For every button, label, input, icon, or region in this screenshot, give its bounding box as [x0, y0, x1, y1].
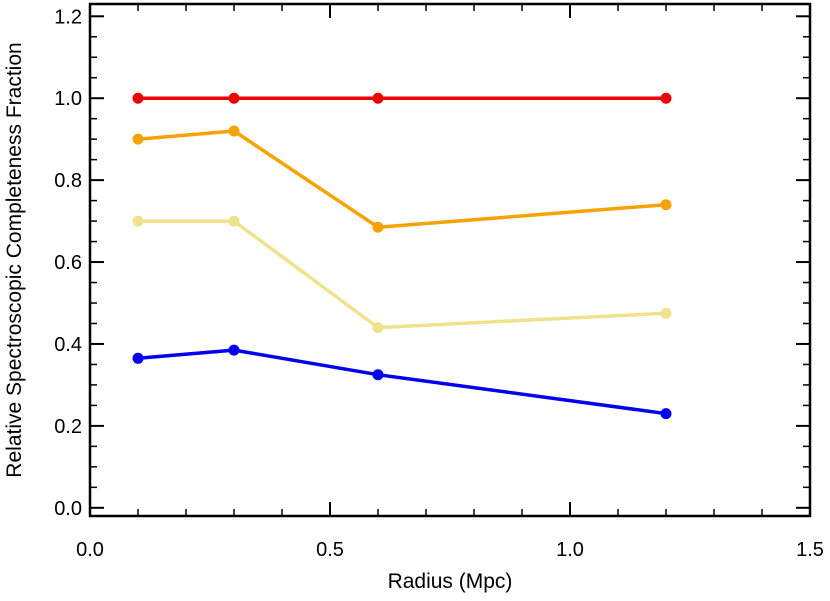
- data-point: [132, 352, 144, 364]
- y-axis-title: Relative Spectroscopic Completeness Frac…: [3, 42, 26, 477]
- series-1: [132, 92, 672, 104]
- x-tick-label: 0.5: [316, 539, 344, 561]
- data-point: [372, 322, 384, 334]
- data-point: [660, 408, 672, 420]
- x-tick-label: 0.0: [76, 539, 104, 561]
- data-point: [132, 92, 144, 104]
- data-point: [132, 215, 144, 227]
- y-tick-label: 0.8: [54, 170, 82, 192]
- data-point: [660, 307, 672, 319]
- series-3: [132, 215, 672, 334]
- series-2: [132, 125, 672, 233]
- data-point: [228, 215, 240, 227]
- y-tick-label: 0.2: [54, 416, 82, 438]
- series-line: [137, 129, 667, 229]
- series-4: [132, 344, 672, 420]
- x-tick-label: 1.0: [556, 539, 584, 561]
- data-point: [228, 125, 240, 137]
- axis-tick-labels: 0.0 0.5 1.0 1.5 0.0 0.2 0.4 0.6 0.8 1.0 1.2: [54, 6, 824, 561]
- y-tick-label: 0.4: [54, 334, 82, 356]
- data-point: [660, 199, 672, 211]
- data-point: [228, 92, 240, 104]
- y-tick-label: 0.6: [54, 252, 82, 274]
- series-layer: [132, 92, 672, 420]
- plot-frame: [88, 2, 812, 518]
- x-tick-label: 1.5: [796, 539, 824, 561]
- y-tick-label: 0.0: [54, 498, 82, 520]
- y-tick-label: 1.0: [54, 88, 82, 110]
- y-tick-label: 1.2: [54, 6, 82, 28]
- data-point: [228, 344, 240, 356]
- data-point: [132, 133, 144, 145]
- data-point: [372, 221, 384, 233]
- series-line: [138, 219, 667, 330]
- x-axis-title: Radius (Mpc): [388, 570, 513, 593]
- series-line: [137, 348, 667, 416]
- data-point: [372, 369, 384, 381]
- axis-ticks: [89, 4, 811, 516]
- data-point: [372, 92, 384, 104]
- data-point: [660, 92, 672, 104]
